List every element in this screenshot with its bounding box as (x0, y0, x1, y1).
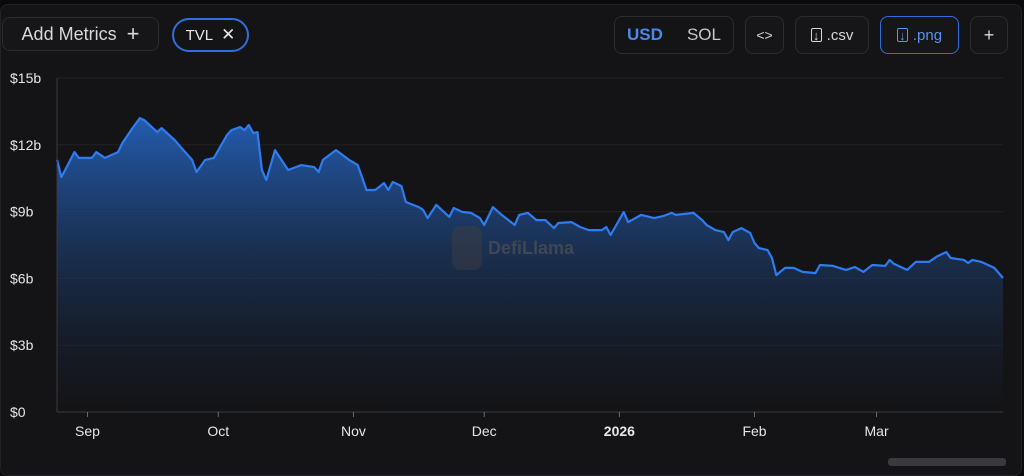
y-tick-label: $9b (10, 204, 34, 220)
x-tick-label: 2026 (604, 423, 635, 439)
y-tick-label: $15b (10, 70, 41, 86)
tvl-area (57, 118, 1003, 412)
png-label: .png (912, 26, 943, 44)
x-tick-label: Feb (742, 423, 766, 439)
currency-toggle[interactable]: USD SOL (614, 16, 734, 54)
x-tick-label: Mar (865, 423, 889, 439)
x-tick-label: Nov (341, 423, 366, 439)
add-metrics-label: Add Metrics (21, 23, 117, 44)
llama-logo-icon (452, 226, 482, 270)
scrollbar[interactable] (888, 458, 1006, 466)
more-button[interactable]: + (970, 16, 1008, 54)
plus-icon: + (983, 24, 995, 45)
close-icon[interactable]: ✕ (221, 25, 236, 44)
tvl-line (55, 117, 1004, 279)
y-tick-label: $6b (10, 270, 34, 286)
x-tick-label: Dec (472, 423, 497, 439)
watermark-text: DefiLlama (488, 237, 575, 258)
defillama-watermark: DefiLlama (452, 226, 574, 270)
currency-sol[interactable]: SOL (686, 25, 721, 44)
tvl-chart[interactable]: $0 $3b $6b $9b $12b $15b Sep Oct Nov Dec 2026 Feb Ma… (0, 0, 1024, 464)
file-download-icon: ↓ (896, 28, 908, 43)
currency-usd[interactable]: USD (627, 25, 663, 44)
y-tick-label: $12b (10, 137, 41, 153)
x-tick-label: Oct (207, 423, 229, 439)
x-tick-label: Sep (75, 423, 100, 439)
add-metrics-button[interactable]: Add Metrics + (2, 17, 159, 51)
metric-chip-label: TVL (185, 26, 214, 44)
y-tick-label: $0 (10, 404, 26, 420)
csv-label: .csv (826, 26, 854, 44)
plus-icon: + (126, 21, 140, 46)
metric-chip-tvl[interactable]: TVL ✕ (172, 18, 249, 52)
download-png-button[interactable]: ↓ .png (880, 16, 959, 54)
code-brackets-icon: <> (756, 27, 773, 43)
embed-button[interactable]: <> (745, 16, 784, 54)
file-download-icon: ↓ (810, 28, 822, 43)
y-tick-label: $3b (10, 337, 34, 353)
download-csv-button[interactable]: ↓ .csv (795, 16, 869, 54)
